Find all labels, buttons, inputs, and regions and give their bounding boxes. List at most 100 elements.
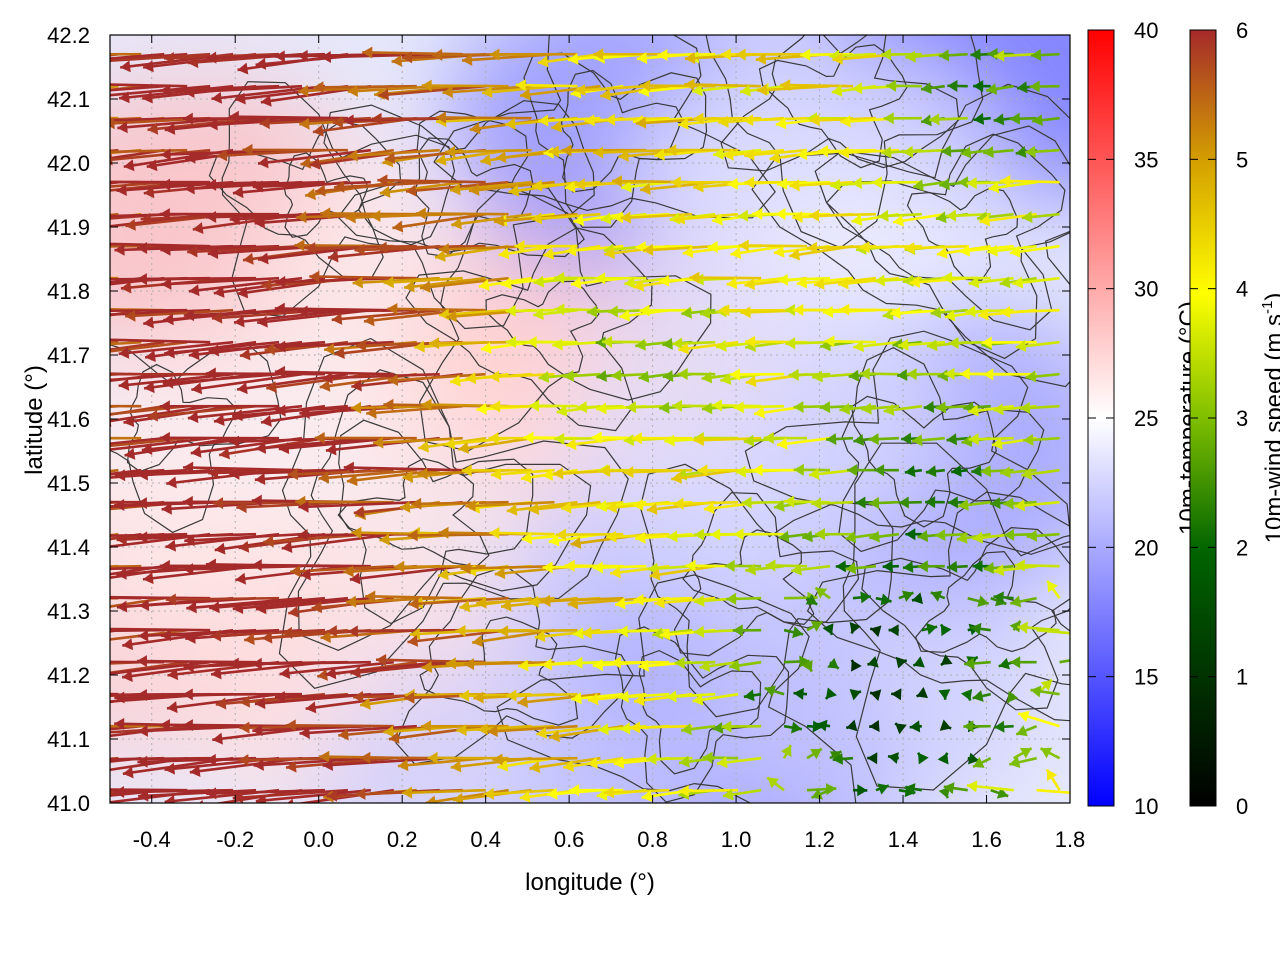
wind-arrow (449, 180, 532, 196)
wind-arrow (118, 340, 234, 359)
wind-arrow (631, 432, 693, 445)
wind-arrow (229, 467, 348, 480)
wind-arrow (852, 784, 868, 797)
wind-arrow (968, 433, 1014, 446)
x-tick-label: 1.8 (1055, 827, 1086, 852)
wind-arrow (849, 621, 861, 634)
wind-arrow (366, 404, 463, 419)
wind-arrow (911, 434, 945, 447)
wind-arrow (257, 148, 372, 169)
wind-arrow (986, 83, 1014, 95)
wind-arrow (383, 276, 463, 289)
wind-arrow (565, 436, 624, 451)
wind-arrow (929, 113, 968, 126)
wind-arrow (726, 276, 785, 290)
wind-arrow (743, 689, 762, 702)
terrain-contour (496, 574, 857, 803)
terrain-contour (419, 181, 712, 452)
wind-arrow (806, 620, 823, 632)
wind-arrow (1009, 112, 1037, 125)
wind-arrow (738, 239, 808, 252)
wind-arrow (376, 653, 486, 666)
wind-arrow (110, 52, 165, 60)
colorbar-tick-label: 40 (1134, 18, 1158, 43)
wind-arrow (784, 495, 831, 508)
terrain-contour (842, 442, 1070, 791)
wind-arrow (874, 274, 922, 287)
wind-arrow (666, 690, 716, 703)
wind-arrow (253, 756, 371, 771)
wind-arrow (110, 564, 142, 568)
wind-arrow (411, 497, 509, 510)
wind-arrow (741, 496, 785, 509)
wind-arrow (1025, 370, 1060, 383)
wind-arrow (963, 720, 991, 733)
colorbar-tick-label: 25 (1134, 406, 1158, 431)
x-tick-label: 1.6 (971, 827, 1002, 852)
wind-arrow (970, 622, 991, 635)
wind-arrow (505, 304, 555, 317)
y-axis-label: latitude (°) (21, 365, 48, 475)
wind-colorbar-label-main: 10m-wind speed (m s (1261, 314, 1280, 543)
wind-arrow (1010, 656, 1037, 669)
wind-arrow (1030, 685, 1060, 698)
wind-arrow (1026, 529, 1060, 542)
wind-arrow (162, 372, 280, 389)
wind-arrow (793, 463, 831, 476)
wind-arrow (322, 756, 440, 771)
wind-arrow (1032, 114, 1060, 127)
wind-arrow (951, 464, 968, 477)
wind-arrow (1009, 595, 1037, 608)
y-tick-label: 41.8 (47, 279, 90, 304)
wind-arrow (987, 244, 1037, 257)
colorbar-tick-label: 2 (1236, 535, 1248, 560)
wind-arrow (387, 372, 486, 387)
terrain-contour (915, 550, 1057, 653)
wind-arrow (110, 468, 188, 476)
wind-arrow (869, 719, 880, 732)
terrain-contour (283, 152, 369, 238)
wind-arrow (883, 403, 922, 416)
wind-arrow (184, 84, 303, 98)
x-axis: -0.4 -0.2 0.0 0.2 0.4 0.6 0.8 1.0 1.2 1.4 1.6 1.8 (133, 35, 1086, 852)
wind-arrow (206, 787, 325, 800)
wind-arrow (785, 337, 831, 350)
wind-arrow (729, 368, 785, 381)
wind-arrow (281, 532, 394, 554)
wind-arrow (255, 788, 371, 803)
wind-arrow (110, 500, 119, 504)
wind-arrow (110, 308, 119, 312)
wind-arrow (407, 628, 509, 647)
wind-arrow (110, 116, 188, 122)
wind-arrow (110, 83, 188, 88)
wind-arrow (299, 724, 417, 739)
wind-arrow (1015, 340, 1060, 352)
terrain-contour (638, 649, 762, 775)
colorbar-tick-label: 10 (1134, 794, 1158, 819)
wind-arrow (490, 468, 555, 481)
wind-arrow (764, 685, 785, 697)
terrain-contour (278, 337, 629, 689)
wind-arrow (845, 562, 877, 575)
wind-arrow (573, 212, 624, 226)
wind-arrow (993, 564, 1037, 577)
wind-arrow (110, 436, 165, 445)
wind-arrow (110, 340, 142, 346)
wind-arrow (967, 595, 989, 607)
wind-arrow (639, 304, 693, 317)
colorbar-tick-label: 0 (1236, 794, 1248, 819)
wind-arrow (110, 52, 142, 56)
terrain-contour (806, 491, 1070, 722)
wind-arrow (593, 48, 670, 61)
wind-arrow (827, 657, 840, 670)
wind-arrow (726, 592, 762, 605)
wind-arrow (806, 747, 823, 760)
wind-arrow (789, 179, 854, 192)
wind-arrow (587, 756, 647, 769)
wind-arrow (673, 497, 739, 510)
wind-arrow (569, 784, 624, 797)
wind-arrow (526, 335, 578, 348)
colorbar-tick-label: 1 (1236, 665, 1248, 690)
wind-arrow (595, 272, 647, 285)
wind-arrow (347, 625, 463, 638)
